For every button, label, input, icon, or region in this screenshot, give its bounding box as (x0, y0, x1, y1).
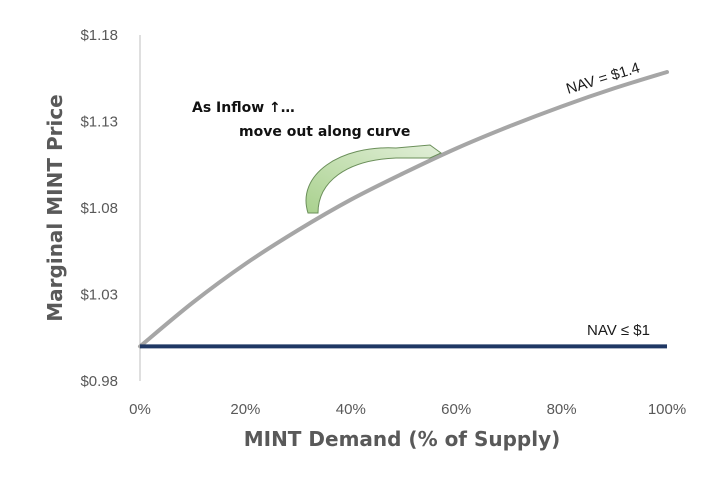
y-axis-title: Marginal MINT Price (43, 94, 67, 321)
series-line-nav-1-4 (138, 70, 669, 349)
y-tick-label: $1.18 (80, 27, 118, 44)
y-tick-label: $1.03 (80, 287, 118, 304)
x-axis-title: MINT Demand (% of Supply) (244, 427, 561, 451)
y-tick-label: $1.13 (80, 114, 118, 131)
x-tick-label: 80% (547, 401, 577, 418)
y-tick-label: $1.08 (80, 200, 118, 217)
annotation-move-out: move out along curve (239, 124, 410, 140)
x-tick-label: 40% (336, 401, 366, 418)
x-tick-label: 0% (129, 401, 151, 418)
series-label-nav-le-1: NAV ≤ $1 (587, 322, 650, 339)
x-tick-label: 100% (648, 401, 686, 418)
x-tick-label: 20% (230, 401, 260, 418)
y-tick-label: $0.98 (80, 373, 118, 390)
x-tick-label: 60% (441, 401, 471, 418)
inflow-arrow-icon (305, 144, 442, 214)
annotation-inflow: As Inflow ↑… (192, 100, 295, 116)
